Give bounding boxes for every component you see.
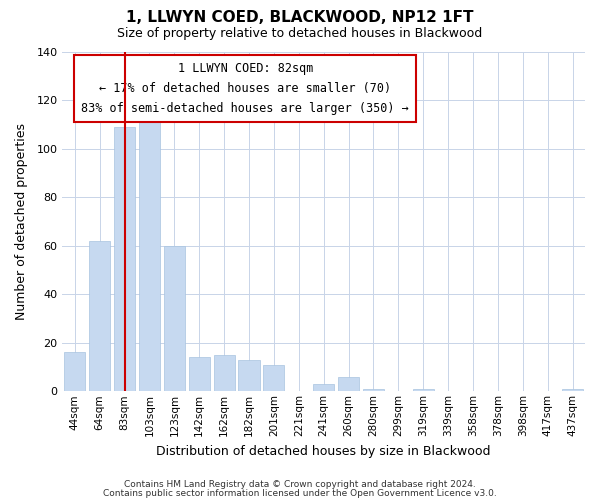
Y-axis label: Number of detached properties: Number of detached properties: [15, 123, 28, 320]
Bar: [188, 358, 210, 392]
Bar: [313, 384, 334, 392]
Text: Size of property relative to detached houses in Blackwood: Size of property relative to detached ho…: [118, 28, 482, 40]
Bar: [214, 355, 235, 392]
Text: Contains public sector information licensed under the Open Government Licence v3: Contains public sector information licen…: [103, 489, 497, 498]
Bar: [338, 376, 359, 392]
Bar: [89, 241, 110, 392]
Text: 1 LLWYN COED: 82sqm
← 17% of detached houses are smaller (70)
83% of semi-detach: 1 LLWYN COED: 82sqm ← 17% of detached ho…: [82, 62, 409, 114]
Text: 1, LLWYN COED, BLACKWOOD, NP12 1FT: 1, LLWYN COED, BLACKWOOD, NP12 1FT: [126, 10, 474, 25]
Bar: [413, 389, 434, 392]
Bar: [114, 126, 135, 392]
Bar: [164, 246, 185, 392]
Bar: [238, 360, 260, 392]
X-axis label: Distribution of detached houses by size in Blackwood: Distribution of detached houses by size …: [157, 444, 491, 458]
Text: Contains HM Land Registry data © Crown copyright and database right 2024.: Contains HM Land Registry data © Crown c…: [124, 480, 476, 489]
Bar: [64, 352, 85, 392]
Bar: [562, 389, 583, 392]
Bar: [363, 389, 384, 392]
Bar: [139, 110, 160, 392]
Bar: [263, 364, 284, 392]
